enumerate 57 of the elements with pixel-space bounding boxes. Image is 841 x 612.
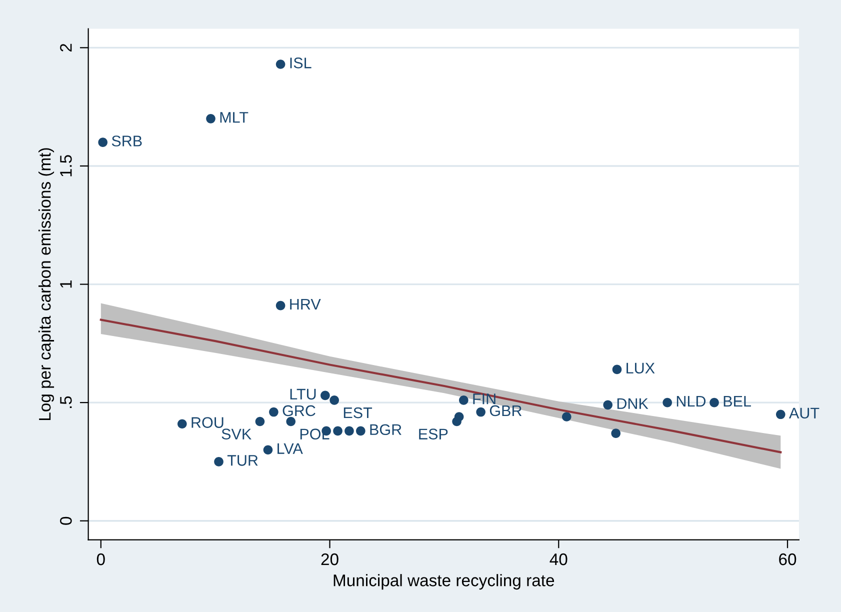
point	[276, 300, 286, 310]
point	[286, 416, 296, 426]
annotation: ROU	[192, 417, 224, 428]
x-tick-label: 20	[321, 553, 338, 566]
line-series	[100, 318, 782, 454]
point	[476, 407, 486, 417]
point	[458, 396, 468, 405]
point	[330, 396, 339, 405]
point	[612, 364, 622, 374]
annotation: NLD	[676, 396, 706, 407]
point	[214, 457, 224, 466]
point	[603, 400, 612, 410]
x-tick-label: 0	[96, 553, 105, 566]
x-axis-title: Municipal waste recycling rate	[334, 574, 554, 590]
point	[333, 426, 342, 436]
point	[662, 398, 672, 408]
point	[269, 407, 278, 417]
annotation: SVK	[222, 428, 252, 440]
annotation: AUT	[789, 408, 820, 418]
annotation: ISL	[290, 58, 312, 68]
y-tick-label: 1.5	[60, 155, 72, 176]
annotation: GBR	[490, 405, 522, 416]
annotation: SRB	[112, 136, 142, 146]
point	[263, 445, 273, 455]
annotation: LVA	[278, 443, 303, 454]
annotation: FIN	[473, 394, 496, 404]
annotation: DNK	[617, 398, 648, 409]
point	[710, 398, 719, 408]
y-tick-label: 2	[60, 44, 72, 52]
point	[255, 416, 265, 426]
annotation: TUR	[227, 455, 258, 466]
point	[98, 138, 108, 147]
point	[356, 426, 366, 436]
point	[320, 390, 330, 400]
y-tick-label: .5	[60, 396, 72, 408]
annotation: LUX	[626, 362, 655, 374]
y-axis-title: Log per capita carbon emissions (mt)	[38, 148, 54, 420]
point	[276, 60, 286, 69]
y-tick-label: 1	[60, 280, 72, 288]
y-tick-label: 0	[60, 516, 72, 525]
point	[206, 114, 216, 124]
annotation: MLT	[220, 112, 248, 123]
x-tick-label: 40	[550, 553, 568, 566]
annotation: EST	[344, 407, 372, 418]
x-tick-label: 60	[779, 553, 796, 566]
point	[344, 426, 354, 436]
point	[177, 419, 187, 429]
annotation: ESP	[419, 428, 448, 440]
point	[562, 412, 572, 422]
point	[611, 428, 621, 438]
annotation: LTU	[290, 388, 316, 400]
annotation: GRC	[282, 405, 316, 416]
point	[776, 410, 786, 420]
annotation: HRV	[290, 299, 321, 310]
annotation: BEL	[724, 396, 751, 407]
annotation: BGR	[370, 424, 402, 436]
point	[454, 412, 464, 422]
